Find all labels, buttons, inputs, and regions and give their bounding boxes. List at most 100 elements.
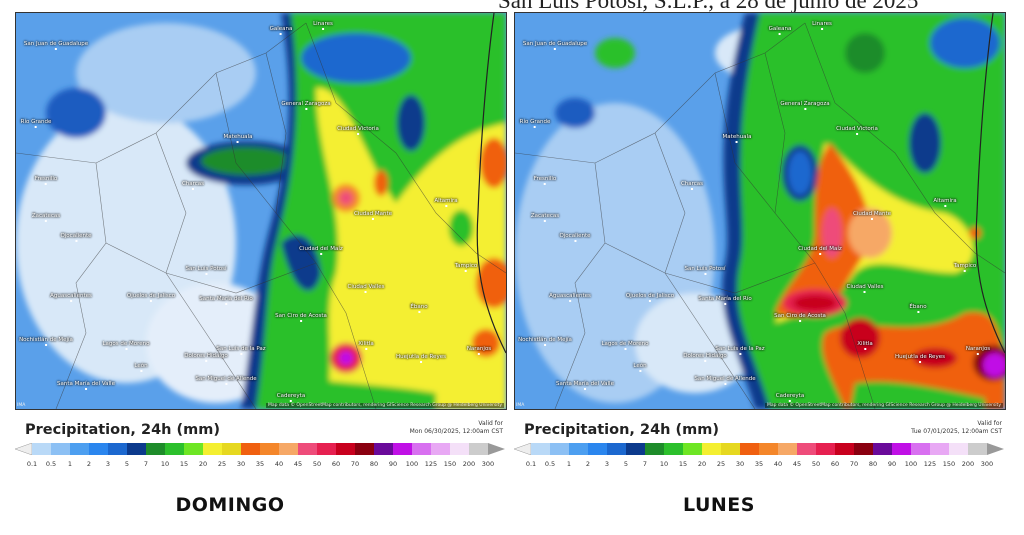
scale-arrow-high [987,443,1004,455]
scale-tick: 7 [642,460,648,468]
city-label: Altamira [434,198,457,207]
scale-swatch [203,443,223,455]
precip-contour [788,151,812,195]
scale-tick: 40 [773,460,783,468]
admin-boundary [714,72,776,214]
city-label: San Juan de Guadalupe [24,41,88,50]
precip-contour [449,210,473,246]
precip-contour [374,170,388,196]
city-label: General Zaragoza [780,101,829,110]
scale-tick: 15 [678,460,688,468]
city-label: Altamira [933,198,956,207]
scale-tick: 80 [369,460,379,468]
scale-swatch [702,443,722,455]
scale-tick: 35 [754,460,764,468]
scale-tick: 150 [942,460,956,468]
scale-tick: 50 [811,460,821,468]
city-label: Ciudad Victoria [337,126,379,135]
city-label: Zacatecas [531,213,559,222]
city-label: San Luis de la Paz [715,346,764,355]
scale-tick: 150 [443,460,457,468]
precip-contour [930,18,1000,68]
city-label: Ojuelos de Jalisco [626,293,674,302]
scale-tick: 300 [481,460,495,468]
scale-swatch [740,443,760,455]
scale-swatch [146,443,166,455]
scale-swatch [759,443,779,455]
city-label: Ciudad Valles [847,284,884,293]
scale-swatch [469,443,489,455]
scale-tick: 45 [792,460,802,468]
scale-tick: 125 [424,460,438,468]
scale-tick: 5 [124,460,130,468]
scale-swatch [279,443,299,455]
scale-swatch [873,443,893,455]
legend-lunes: Precipitation, 24h (mm) Valid for Tue 07/… [514,418,1004,473]
color-scale-bar [514,443,1004,455]
scale-tick: 15 [179,460,189,468]
precip-map-lunes: IMA Map data © OpenStreetMap contributor… [514,12,1006,410]
scale-tick: 10 [160,460,170,468]
day-label-lunes: LUNES [683,494,755,516]
scale-tick: 3 [604,460,610,468]
precip-contour [983,353,1005,377]
city-label: San Luis Potosí [684,266,725,275]
city-label: Ciudad del Maíz [798,246,842,255]
precip-contour [845,33,885,73]
scale-swatch [127,443,147,455]
scale-swatch [626,443,646,455]
scale-tick: 90 [887,460,897,468]
scale-swatch [89,443,109,455]
city-label: Ébano [410,304,427,313]
legend-domingo: Precipitation, 24h (mm) Valid for Mon 06/… [15,418,505,473]
city-label: Cadereyta [277,393,305,402]
city-label: León [633,363,646,372]
map-attribution: Map data © OpenStreetMap contributors, r… [266,403,504,408]
scale-tick: 10 [659,460,669,468]
precip-contour [301,33,411,83]
scale-swatch [450,443,470,455]
city-label: San Miguel de Allende [694,376,755,385]
scale-swatch [645,443,665,455]
scale-tick: 3 [105,460,111,468]
precip-map-domingo: IMA Map data © OpenStreetMap contributor… [15,12,507,410]
precip-contour [555,98,595,128]
scale-arrow-low [15,443,33,455]
scale-swatch [968,443,988,455]
city-label: Ciudad Mante [853,211,891,220]
city-label: Río Grande [520,119,551,128]
scale-swatch [51,443,71,455]
city-label: Santa María del Valle [57,381,115,390]
precip-contour [848,208,892,258]
map-attribution: Map data © OpenStreetMap contributors, r… [765,403,1003,408]
scale-tick: 0.1 [525,460,537,468]
city-label: Santa María del Río [698,296,752,305]
city-label: General Zaragoza [281,101,330,110]
city-label: San Luis Potosí [185,266,226,275]
city-label: Tampico [954,263,977,272]
admin-boundary [265,52,377,409]
scale-swatch [531,443,551,455]
precip-contour [480,138,506,188]
scale-swatch [778,443,798,455]
scale-swatch [70,443,90,455]
city-label: Nochistlán de Mejía [19,337,73,346]
scale-arrow-low [514,443,532,455]
scale-tick: 20 [198,460,208,468]
admin-boundary [604,242,816,294]
coastline [975,13,1005,354]
precip-contour [76,23,256,123]
admin-boundary [764,52,876,409]
admin-boundary [55,162,107,409]
scale-tick: 100 [405,460,419,468]
header-title: San Luis Potosí, S.L.P., a 28 de junio d… [498,0,919,13]
city-label: Galeana [769,26,792,35]
scale-tick: 60 [331,460,341,468]
scale-swatch [949,443,969,455]
city-label: Ciudad Valles [348,284,385,293]
scale-tick: 5 [623,460,629,468]
scale-ticks: 0.1 0.5 1 2 3 5 7 10 15 20 25 30 35 40 45 50 60 70 80 90 100… [15,460,505,470]
scale-swatch [550,443,570,455]
scale-swatch [355,443,375,455]
scale-swatch [816,443,836,455]
